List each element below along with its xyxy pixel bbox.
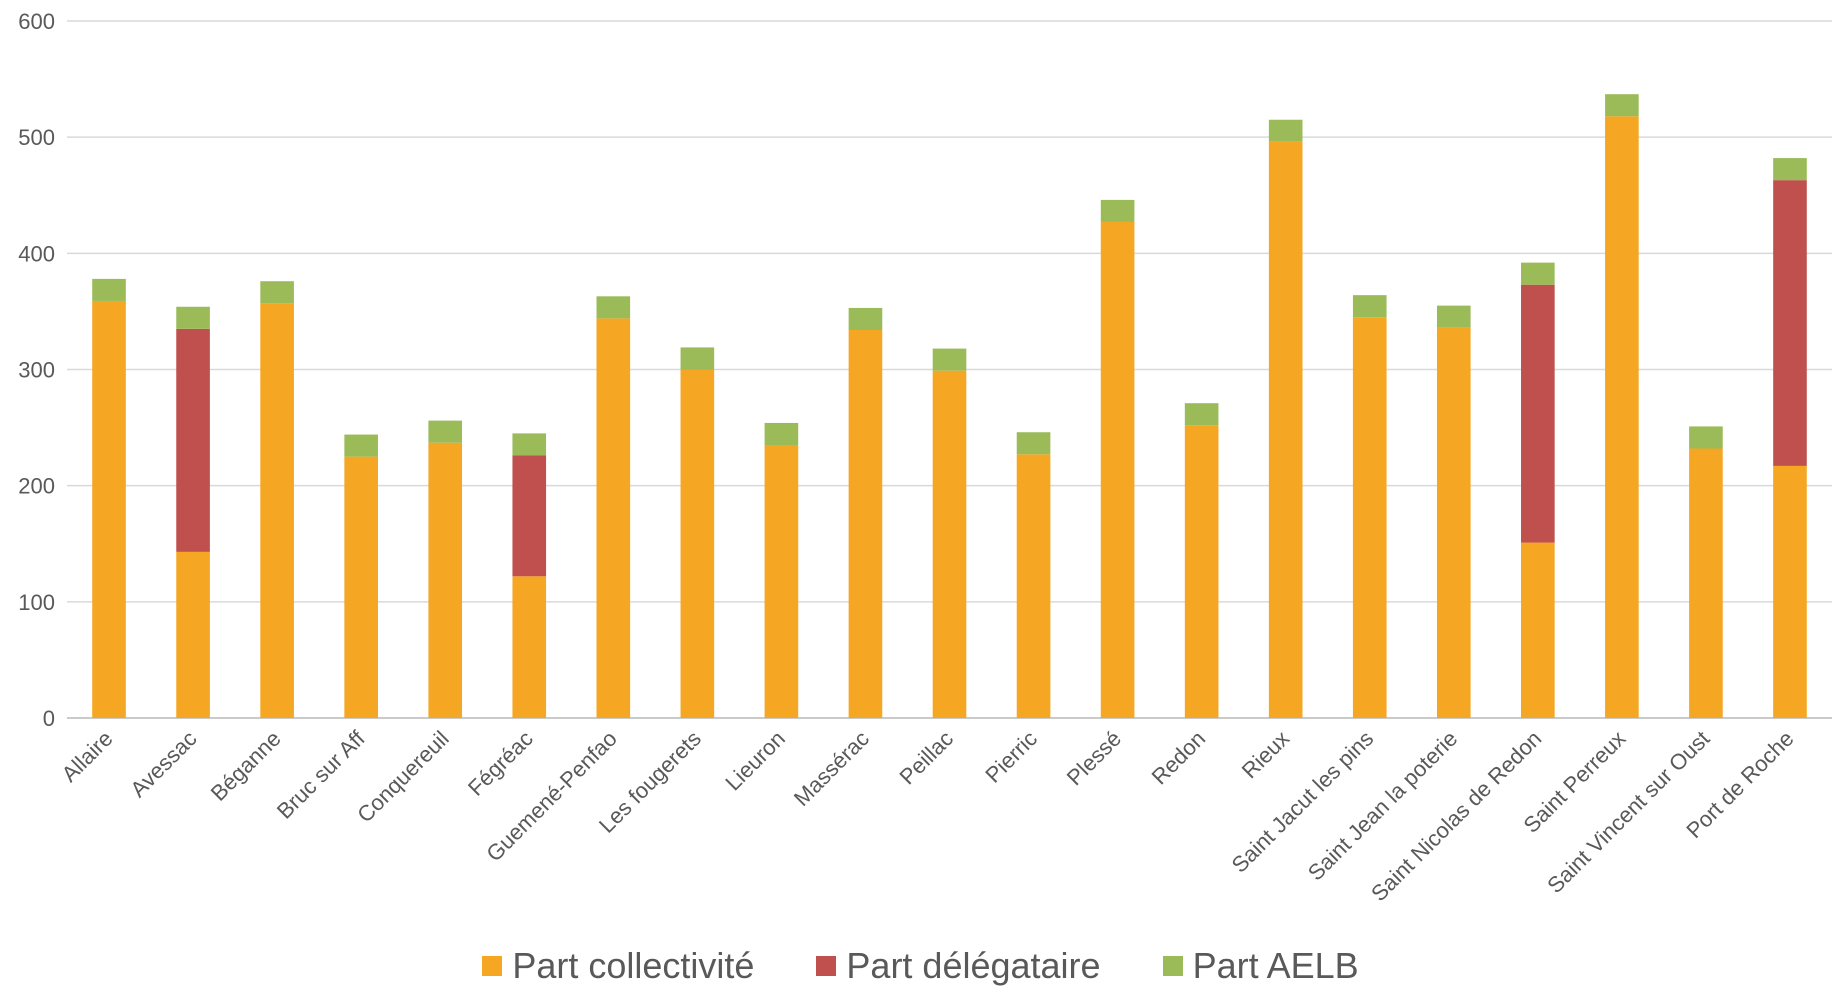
bar-segment-aelb [1100, 199, 1135, 222]
bar-segment-aelb [932, 348, 967, 371]
legend-label: Part AELB [1192, 945, 1359, 986]
y-tick-label: 0 [43, 706, 55, 731]
x-tick-label: Lieuron [720, 726, 790, 796]
bar-segment-aelb [1184, 403, 1219, 426]
bar-segment-collectivite [176, 551, 210, 718]
legend-label: Part délégataire [846, 945, 1101, 986]
bar-segment-collectivite [932, 370, 967, 718]
bar-segment-aelb [764, 422, 799, 446]
bar-segment-aelb [596, 296, 631, 319]
bar-segment-aelb [344, 434, 378, 457]
bar-segment-aelb [512, 433, 547, 456]
bar-segment-delegataire [176, 328, 210, 552]
bar-segment-collectivite [1773, 465, 1807, 718]
x-tick-label: Fégréac [463, 726, 538, 801]
x-tick-label: Saint Vincent sur Oust [1542, 726, 1714, 898]
bar-segment-collectivite [680, 369, 715, 718]
legend-swatch-delegataire [816, 956, 837, 976]
x-tick-label: Avessac [125, 726, 201, 802]
bar-segment-collectivite [344, 456, 378, 718]
bar-segment-delegataire [1773, 180, 1807, 466]
bar-segment-collectivite [764, 445, 799, 718]
legend-item-aelb: Part AELB [1162, 945, 1359, 987]
stacked-bar-chart: 0 100 200 300 400 500 600 Allaire Avessac Bégann… [18, 9, 1832, 906]
x-tick-label: Peillac [895, 726, 959, 790]
x-tick-label: Saint Jean la poterie [1303, 726, 1463, 886]
bar-segment-collectivite [1016, 454, 1051, 718]
bar-segment-collectivite [848, 330, 883, 718]
bar-segment-aelb [848, 307, 883, 331]
bar-segment-collectivite [260, 303, 294, 718]
bar-segment-collectivite [1521, 542, 1555, 718]
bar-segment-collectivite [1100, 221, 1135, 719]
legend-swatch-aelb [1162, 956, 1183, 976]
bar-segment-aelb [1689, 426, 1723, 449]
bar-segment-delegataire [1521, 284, 1555, 543]
legend-label: Part collectivité [512, 945, 755, 986]
y-axis-ticks: 0 100 200 300 400 500 600 [18, 9, 55, 731]
x-tick-label: Plessé [1062, 726, 1126, 790]
bar-segment-aelb [176, 306, 210, 329]
x-tick-label: Saint Jacut les pins [1227, 726, 1379, 878]
bar-segment-aelb [1436, 305, 1471, 328]
bar-segment-aelb [1605, 94, 1639, 117]
x-tick-label: Massérac [789, 726, 874, 811]
bar-segment-collectivite [1352, 317, 1387, 718]
bar-segment-aelb [260, 281, 294, 304]
x-tick-label: Conquereuil [352, 726, 454, 828]
bar-segment-collectivite [1605, 116, 1639, 719]
bar-segment-collectivite [512, 576, 547, 718]
bar-segment-collectivite [1268, 141, 1303, 718]
bar-segment-collectivite [1436, 327, 1471, 718]
bar-segment-aelb [1773, 158, 1807, 181]
y-tick-label: 200 [18, 474, 55, 499]
chart-legend: Part collectivité Part délégataire Part … [0, 945, 1841, 987]
bar-segment-collectivite [92, 300, 126, 718]
bars [92, 94, 1807, 719]
bar-segment-aelb [1352, 295, 1387, 318]
bar-segment-aelb [680, 347, 715, 370]
x-tick-label: Pierric [980, 726, 1042, 788]
bar-segment-aelb [1521, 262, 1555, 285]
x-tick-label: Redon [1147, 726, 1211, 790]
bar-segment-aelb [428, 420, 463, 443]
y-tick-label: 100 [18, 590, 55, 615]
y-tick-label: 300 [18, 358, 55, 383]
bar-segment-delegataire [512, 455, 547, 577]
bar-segment-collectivite [596, 318, 631, 718]
bar-segment-aelb [1268, 119, 1303, 142]
legend-item-collectivite: Part collectivité [482, 945, 754, 987]
bar-segment-collectivite [428, 442, 463, 718]
x-tick-label: Allaire [57, 726, 118, 787]
x-tick-label: Rieux [1237, 726, 1294, 783]
x-tick-label: Béganne [206, 726, 286, 806]
x-tick-label: Saint Nicolas de Redon [1366, 726, 1546, 906]
bar-segment-collectivite [1184, 425, 1219, 718]
y-tick-label: 400 [18, 241, 55, 266]
bar-segment-aelb [1016, 432, 1051, 455]
bar-segment-aelb [92, 278, 126, 301]
legend-swatch-collectivite [482, 956, 503, 976]
y-tick-label: 500 [18, 125, 55, 150]
legend-item-delegataire: Part délégataire [816, 945, 1101, 987]
bar-segment-collectivite [1689, 448, 1723, 718]
y-tick-label: 600 [18, 9, 55, 34]
